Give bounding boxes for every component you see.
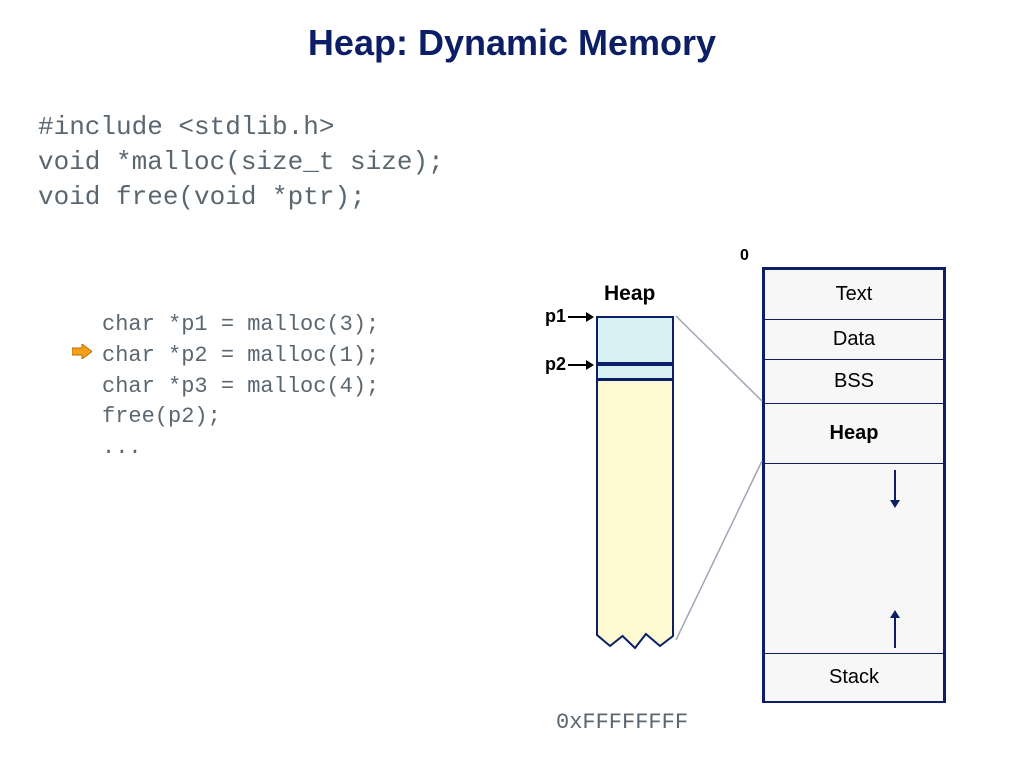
projection-line-bottom — [676, 461, 762, 640]
memory-max-label: 0xFFFFFFFF — [556, 710, 688, 735]
pointer-label-p1: p1 — [536, 306, 566, 327]
code-line: #include <stdlib.h> — [38, 110, 444, 145]
memory-zero-label: 0 — [740, 247, 749, 265]
current-line-arrow-icon — [72, 344, 92, 359]
projection-line-top — [676, 316, 762, 401]
memory-grow-arrows — [765, 270, 949, 706]
code-line: void *malloc(size_t size); — [38, 145, 444, 180]
heap-free-region — [596, 380, 674, 650]
code-line: ... — [102, 433, 379, 464]
heap-zoom-label: Heap — [604, 282, 655, 306]
memory-layout-column: TextDataBSSHeapStack — [762, 267, 946, 703]
heap-zoom-diagram — [596, 316, 674, 646]
pointer-arrow-icon — [568, 311, 594, 323]
page-title: Heap: Dynamic Memory — [0, 22, 1024, 64]
pointer-label-p2: p2 — [536, 354, 566, 375]
heap-block-p1 — [596, 316, 674, 364]
code-example: char *p1 = malloc(3);char *p2 = malloc(1… — [102, 310, 379, 464]
title-text: Heap: Dynamic Memory — [308, 22, 716, 63]
heap-block-p2 — [596, 364, 674, 380]
code-line: free(p2); — [102, 402, 379, 433]
code-line: char *p2 = malloc(1); — [102, 341, 379, 372]
pointer-arrow-icon — [568, 359, 594, 371]
code-line: void free(void *ptr); — [38, 180, 444, 215]
code-line: char *p3 = malloc(4); — [102, 372, 379, 403]
code-line: char *p1 = malloc(3); — [102, 310, 379, 341]
code-prototypes: #include <stdlib.h>void *malloc(size_t s… — [38, 110, 444, 215]
